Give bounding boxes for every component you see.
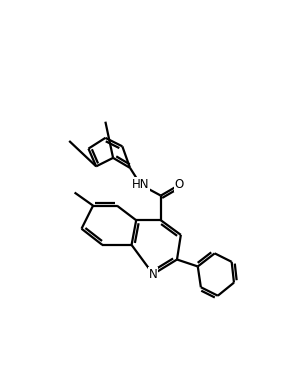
Text: HN: HN	[132, 178, 149, 191]
Text: N: N	[149, 268, 158, 281]
Text: O: O	[175, 178, 184, 191]
